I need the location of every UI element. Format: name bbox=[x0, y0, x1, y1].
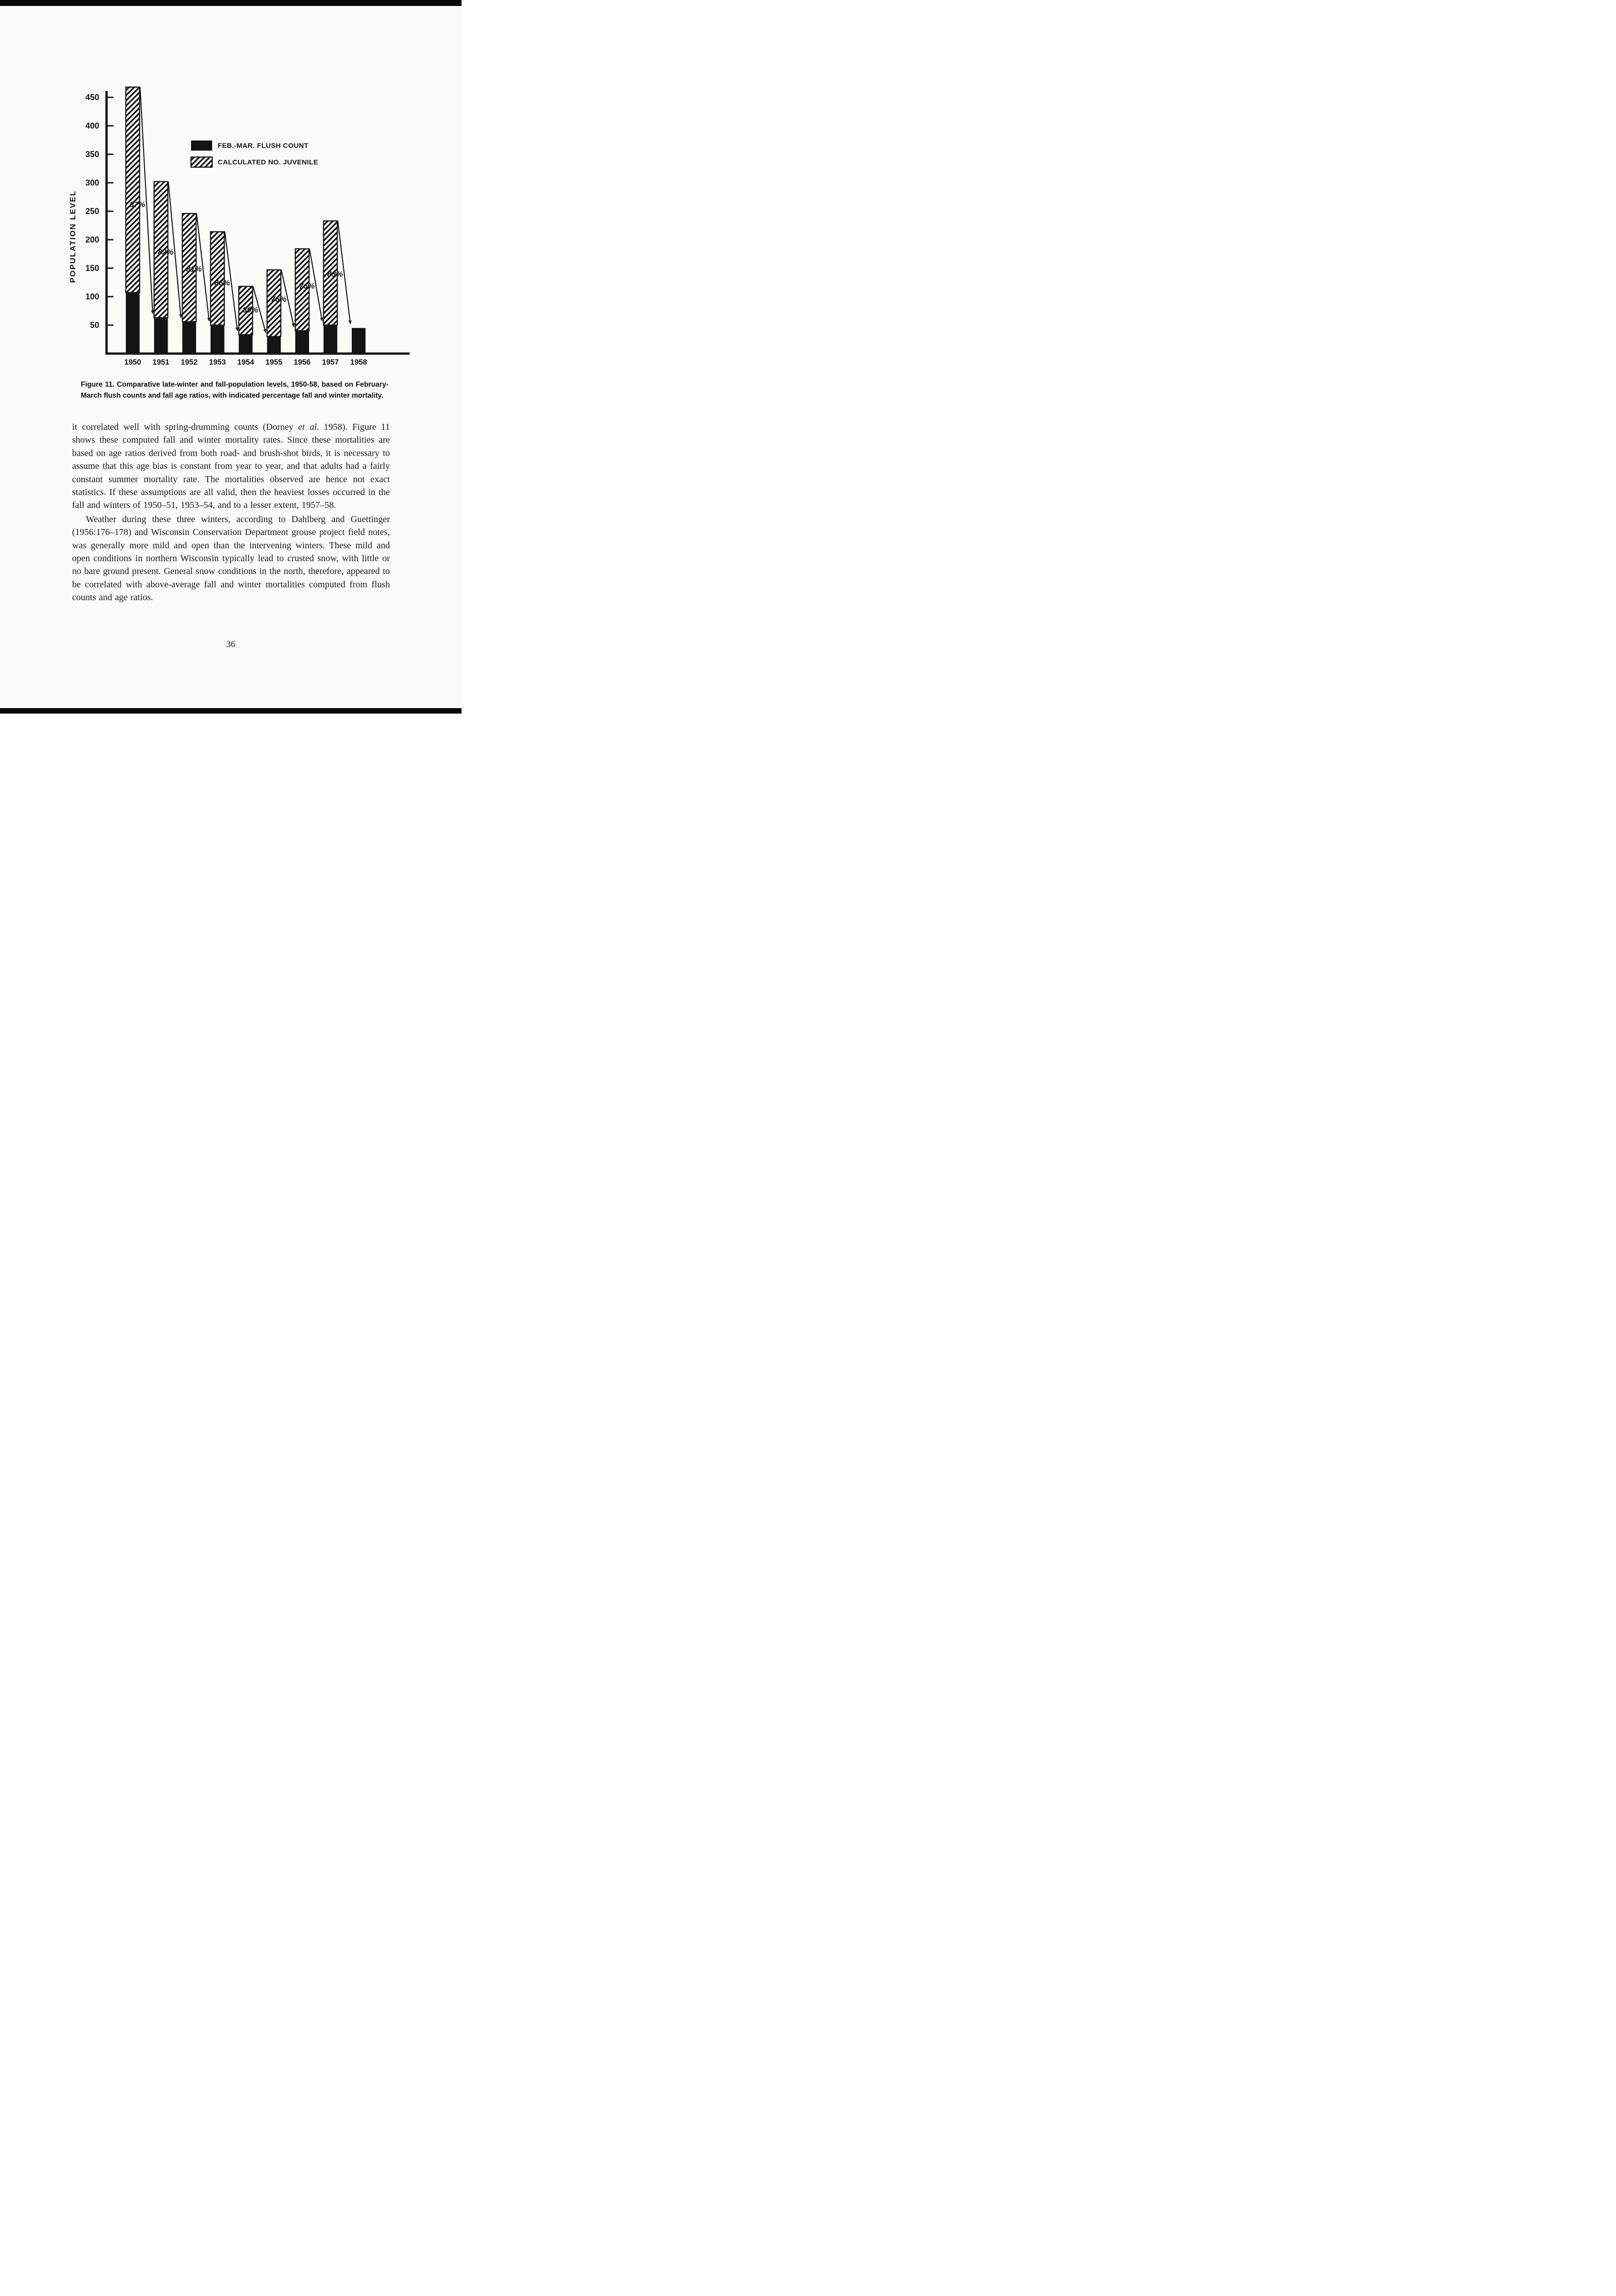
chart-svg: 50 100 150 200 250 300 350 400 450 POPULATION LEV… bbox=[69, 86, 410, 366]
x-tick-label: 1954 bbox=[237, 358, 255, 366]
bar-flush-1956 bbox=[295, 331, 309, 355]
paragraph-1: it correlated well with spring-drumming … bbox=[72, 421, 390, 512]
figure-caption-text: Comparative late-winter and fall-populat… bbox=[81, 381, 389, 400]
y-tick-label: 100 bbox=[85, 292, 99, 301]
paragraph-2: Weather during these three winters, acco… bbox=[72, 514, 390, 603]
y-tick-label: 450 bbox=[85, 93, 99, 102]
y-tick-label: 350 bbox=[85, 150, 99, 159]
mortality-line bbox=[281, 270, 295, 327]
mortality-label: 80% bbox=[242, 306, 258, 315]
paragraph-1-text-a: it correlated well with spring-drumming … bbox=[72, 422, 298, 432]
y-axis-title: POPULATION LEVEL bbox=[69, 190, 77, 283]
bar-flush-1952 bbox=[182, 321, 196, 355]
bar-juvenile-1954 bbox=[238, 286, 253, 336]
mortality-line bbox=[252, 286, 267, 333]
bar-flush-1958 bbox=[352, 328, 366, 355]
bar-juvenile-1955 bbox=[266, 269, 282, 338]
y-tick-label: 50 bbox=[90, 321, 99, 330]
body-text: it correlated well with spring-drumming … bbox=[72, 421, 390, 604]
legend-swatch-solid bbox=[191, 141, 212, 151]
x-tick-label: 1951 bbox=[152, 358, 169, 366]
mortality-label: 82% bbox=[158, 248, 174, 256]
bar-flush-1957 bbox=[323, 325, 338, 355]
mortality-line bbox=[309, 248, 323, 321]
y-tick-label: 300 bbox=[85, 178, 99, 187]
x-tick-label: 1950 bbox=[124, 358, 141, 366]
bar-juvenile-1956 bbox=[294, 248, 310, 332]
mortality-label: 87% bbox=[130, 200, 145, 209]
paragraph-1-text-b: 1958). Figure 11 shows these computed fa… bbox=[72, 422, 390, 511]
x-tick-label: 1953 bbox=[209, 358, 226, 366]
bar-flush-1954 bbox=[239, 335, 253, 355]
y-tick-label: 250 bbox=[85, 207, 99, 216]
y-tick-label: 200 bbox=[85, 235, 99, 244]
figure-caption: Figure 11. Comparative late-winter and f… bbox=[81, 379, 389, 401]
legend-swatch-hatched bbox=[190, 156, 213, 168]
mortality-label: 81% bbox=[186, 265, 202, 274]
mortality-line bbox=[224, 231, 239, 332]
page-number: 36 bbox=[226, 639, 236, 649]
x-tick-label: 1957 bbox=[322, 358, 339, 366]
x-tick-label: 1952 bbox=[181, 358, 198, 366]
bar-flush-1955 bbox=[267, 336, 281, 355]
mortality-label: 76% bbox=[271, 295, 287, 304]
bar-flush-1953 bbox=[210, 325, 225, 355]
bar-juvenile-1957 bbox=[323, 220, 338, 326]
mortality-label: 86% bbox=[214, 279, 230, 287]
scanned-page: 50 100 150 200 250 300 350 400 450 POPULATION LEV… bbox=[0, 0, 462, 714]
scan-edge-bottom bbox=[0, 708, 462, 714]
bar-juvenile-1951 bbox=[153, 181, 169, 319]
bar-juvenile-1953 bbox=[210, 231, 225, 326]
bar-flush-1950 bbox=[126, 293, 140, 355]
y-tick-label: 400 bbox=[85, 121, 99, 130]
mortality-line bbox=[196, 213, 211, 321]
x-tick-label: 1958 bbox=[350, 358, 367, 366]
x-tick-label: 1956 bbox=[294, 358, 311, 366]
legend-label-juvenile: CALCULATED NO. JUVENILE bbox=[218, 158, 318, 166]
bar-juvenile-1950 bbox=[125, 86, 141, 293]
mortality-line bbox=[139, 87, 154, 314]
bar-juvenile-1952 bbox=[181, 213, 197, 322]
scan-edge-top bbox=[0, 0, 462, 6]
legend-label-flush: FEB.-MAR. FLUSH COUNT bbox=[218, 142, 309, 150]
x-tick-label: 1955 bbox=[265, 358, 282, 366]
figure-11-chart: 50 100 150 200 250 300 350 400 450 POPULATION LEV… bbox=[69, 73, 418, 381]
mortality-line bbox=[168, 181, 182, 318]
figure-caption-label: Figure 11. bbox=[81, 381, 115, 388]
mortality-line bbox=[337, 220, 352, 325]
mortality-label: 76% bbox=[299, 282, 315, 291]
y-tick-label: 150 bbox=[85, 264, 99, 273]
bar-flush-1951 bbox=[154, 317, 168, 355]
latin-phrase: et al. bbox=[298, 422, 319, 432]
mortality-label: 83% bbox=[327, 270, 343, 279]
